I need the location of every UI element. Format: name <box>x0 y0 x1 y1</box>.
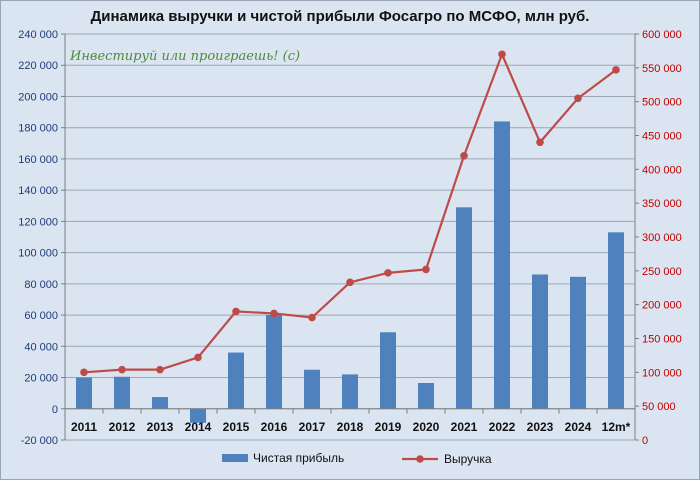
legend: Чистая прибыль Выручка <box>222 451 492 466</box>
bar-2019 <box>380 332 396 409</box>
legend-label-bars: Чистая прибыль <box>253 451 344 465</box>
right-tick-label: 600 000 <box>642 29 682 41</box>
x-tick-label: 2012 <box>109 420 136 434</box>
bar-2017 <box>304 369 320 409</box>
point-2011 <box>80 368 88 377</box>
bar-2022 <box>494 121 510 409</box>
left-tick-label: 200 000 <box>18 91 58 103</box>
x-tick-label: 2021 <box>451 420 478 434</box>
x-tick-label: 2015 <box>223 420 250 434</box>
left-tick-label: 220 000 <box>18 60 58 72</box>
right-tick-label: 0 <box>642 435 648 447</box>
right-tick-label: 400 000 <box>642 164 682 176</box>
point-2012 <box>118 365 126 374</box>
bar-2024 <box>570 276 586 409</box>
x-tick-label: 2014 <box>185 420 212 434</box>
bar-2013 <box>152 397 168 409</box>
x-axis-ticks: 2011 2012 2013 2014 2015 2016 2017 2018 2019 2020… <box>71 420 631 434</box>
left-tick-label: 180 000 <box>18 123 58 135</box>
point-2020 <box>422 265 430 274</box>
left-tick-label: 120 000 <box>18 216 58 228</box>
right-tick-label: 250 000 <box>642 266 682 278</box>
bar-2012 <box>114 376 130 409</box>
legend-swatch-bars <box>222 454 248 462</box>
point-2019 <box>384 269 392 277</box>
right-tick-label: 200 000 <box>642 300 682 312</box>
x-tick-label: 2023 <box>527 420 554 434</box>
point-2022 <box>498 50 506 59</box>
point-12m* <box>612 66 620 74</box>
legend-marker-line <box>416 455 424 463</box>
right-tick-label: 300 000 <box>642 232 682 244</box>
x-tick-label: 2018 <box>337 420 364 434</box>
x-tick-label: 2024 <box>565 420 592 434</box>
bar-2016 <box>266 315 282 409</box>
left-tick-label: 40 000 <box>24 341 58 353</box>
left-tick-label: 100 000 <box>18 248 58 260</box>
point-2023 <box>536 138 544 147</box>
right-tick-label: 50 000 <box>642 401 676 413</box>
x-tick-label: 2022 <box>489 420 516 434</box>
bar-12m* <box>608 232 624 409</box>
point-2021 <box>460 152 468 160</box>
right-tick-label: 500 000 <box>642 97 682 109</box>
right-tick-label: 150 000 <box>642 334 682 346</box>
watermark: Инвестируй или проиграешь! (с) <box>69 49 300 64</box>
right-tick-label: 100 000 <box>642 367 682 379</box>
point-2018 <box>346 278 354 287</box>
line-series <box>80 50 620 377</box>
x-tick-label: 2019 <box>375 420 402 434</box>
point-2024 <box>574 94 582 103</box>
bar-2018 <box>342 374 358 409</box>
right-tick-label: 350 000 <box>642 198 682 210</box>
right-tick-label: 550 000 <box>642 63 682 75</box>
bar-2011 <box>76 377 92 409</box>
bar-2015 <box>228 352 244 409</box>
bar-2023 <box>532 274 548 409</box>
left-tick-label: 0 <box>52 404 58 416</box>
left-tick-label: 140 000 <box>18 185 58 197</box>
bar-2021 <box>456 207 472 409</box>
point-2015 <box>232 307 240 316</box>
legend-label-line: Выручка <box>444 452 492 466</box>
point-2017 <box>308 313 316 322</box>
chart-title: Динамика выручки и чистой прибыли Фосагр… <box>90 8 590 25</box>
bar-2020 <box>418 383 434 409</box>
left-tick-label: 160 000 <box>18 154 58 166</box>
left-tick-label: -20 000 <box>21 435 58 447</box>
point-2016 <box>270 309 278 318</box>
right-tick-label: 450 000 <box>642 131 682 143</box>
x-tick-label: 2013 <box>147 420 174 434</box>
point-2013 <box>156 365 164 374</box>
left-tick-label: 60 000 <box>24 310 58 322</box>
left-tick-label: 240 000 <box>18 29 58 41</box>
bar-2014 <box>190 408 206 423</box>
bars-series <box>76 121 624 423</box>
x-tick-label: 12m* <box>602 420 631 434</box>
right-axis-ticks: 0 50 000 100 000 150 000 200 000 250 000 300 0… <box>635 29 682 447</box>
x-tick-label: 2020 <box>413 420 440 434</box>
x-tick-label: 2011 <box>71 420 97 434</box>
x-tick-label: 2017 <box>299 420 326 434</box>
point-2014 <box>194 353 202 362</box>
x-tick-label: 2016 <box>261 420 288 434</box>
left-axis-ticks: -20 000 0 20 000 40 000 60 000 80 000 100 000 1… <box>18 29 65 447</box>
left-tick-label: 20 000 <box>24 373 58 385</box>
left-tick-label: 80 000 <box>24 279 58 291</box>
